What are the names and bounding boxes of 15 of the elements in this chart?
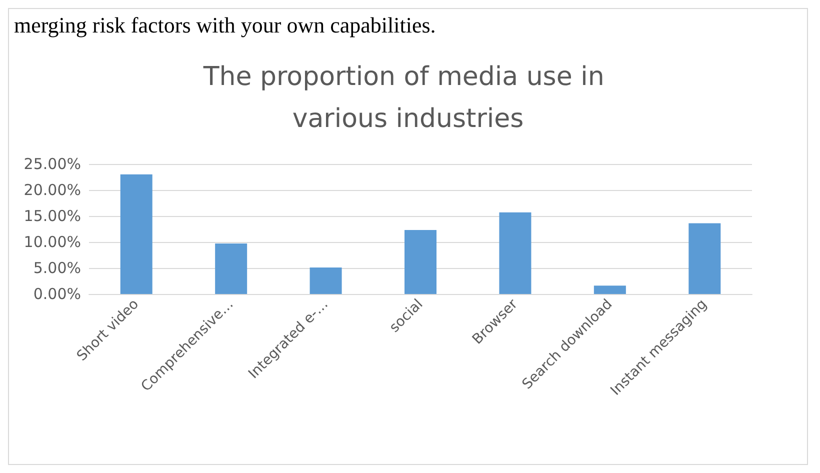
y-tick-label: 5.00% <box>33 259 81 277</box>
bar <box>310 267 342 294</box>
bar <box>499 212 532 294</box>
chart-title: The proportion of media use in various industries <box>202 62 613 134</box>
bar <box>594 286 626 294</box>
y-tick-label: 0.00% <box>33 285 81 303</box>
y-tick-label: 10.00% <box>24 233 81 251</box>
y-tick-label: 15.00% <box>24 207 81 225</box>
text: merging risk factors with your own capabilities. <box>14 12 436 38</box>
y-tick-label: 25.00% <box>24 155 81 173</box>
y-tick-label: 20.00% <box>24 181 81 199</box>
bar <box>688 223 721 294</box>
bar <box>120 174 152 294</box>
bar <box>215 244 248 294</box>
bar <box>404 230 436 294</box>
